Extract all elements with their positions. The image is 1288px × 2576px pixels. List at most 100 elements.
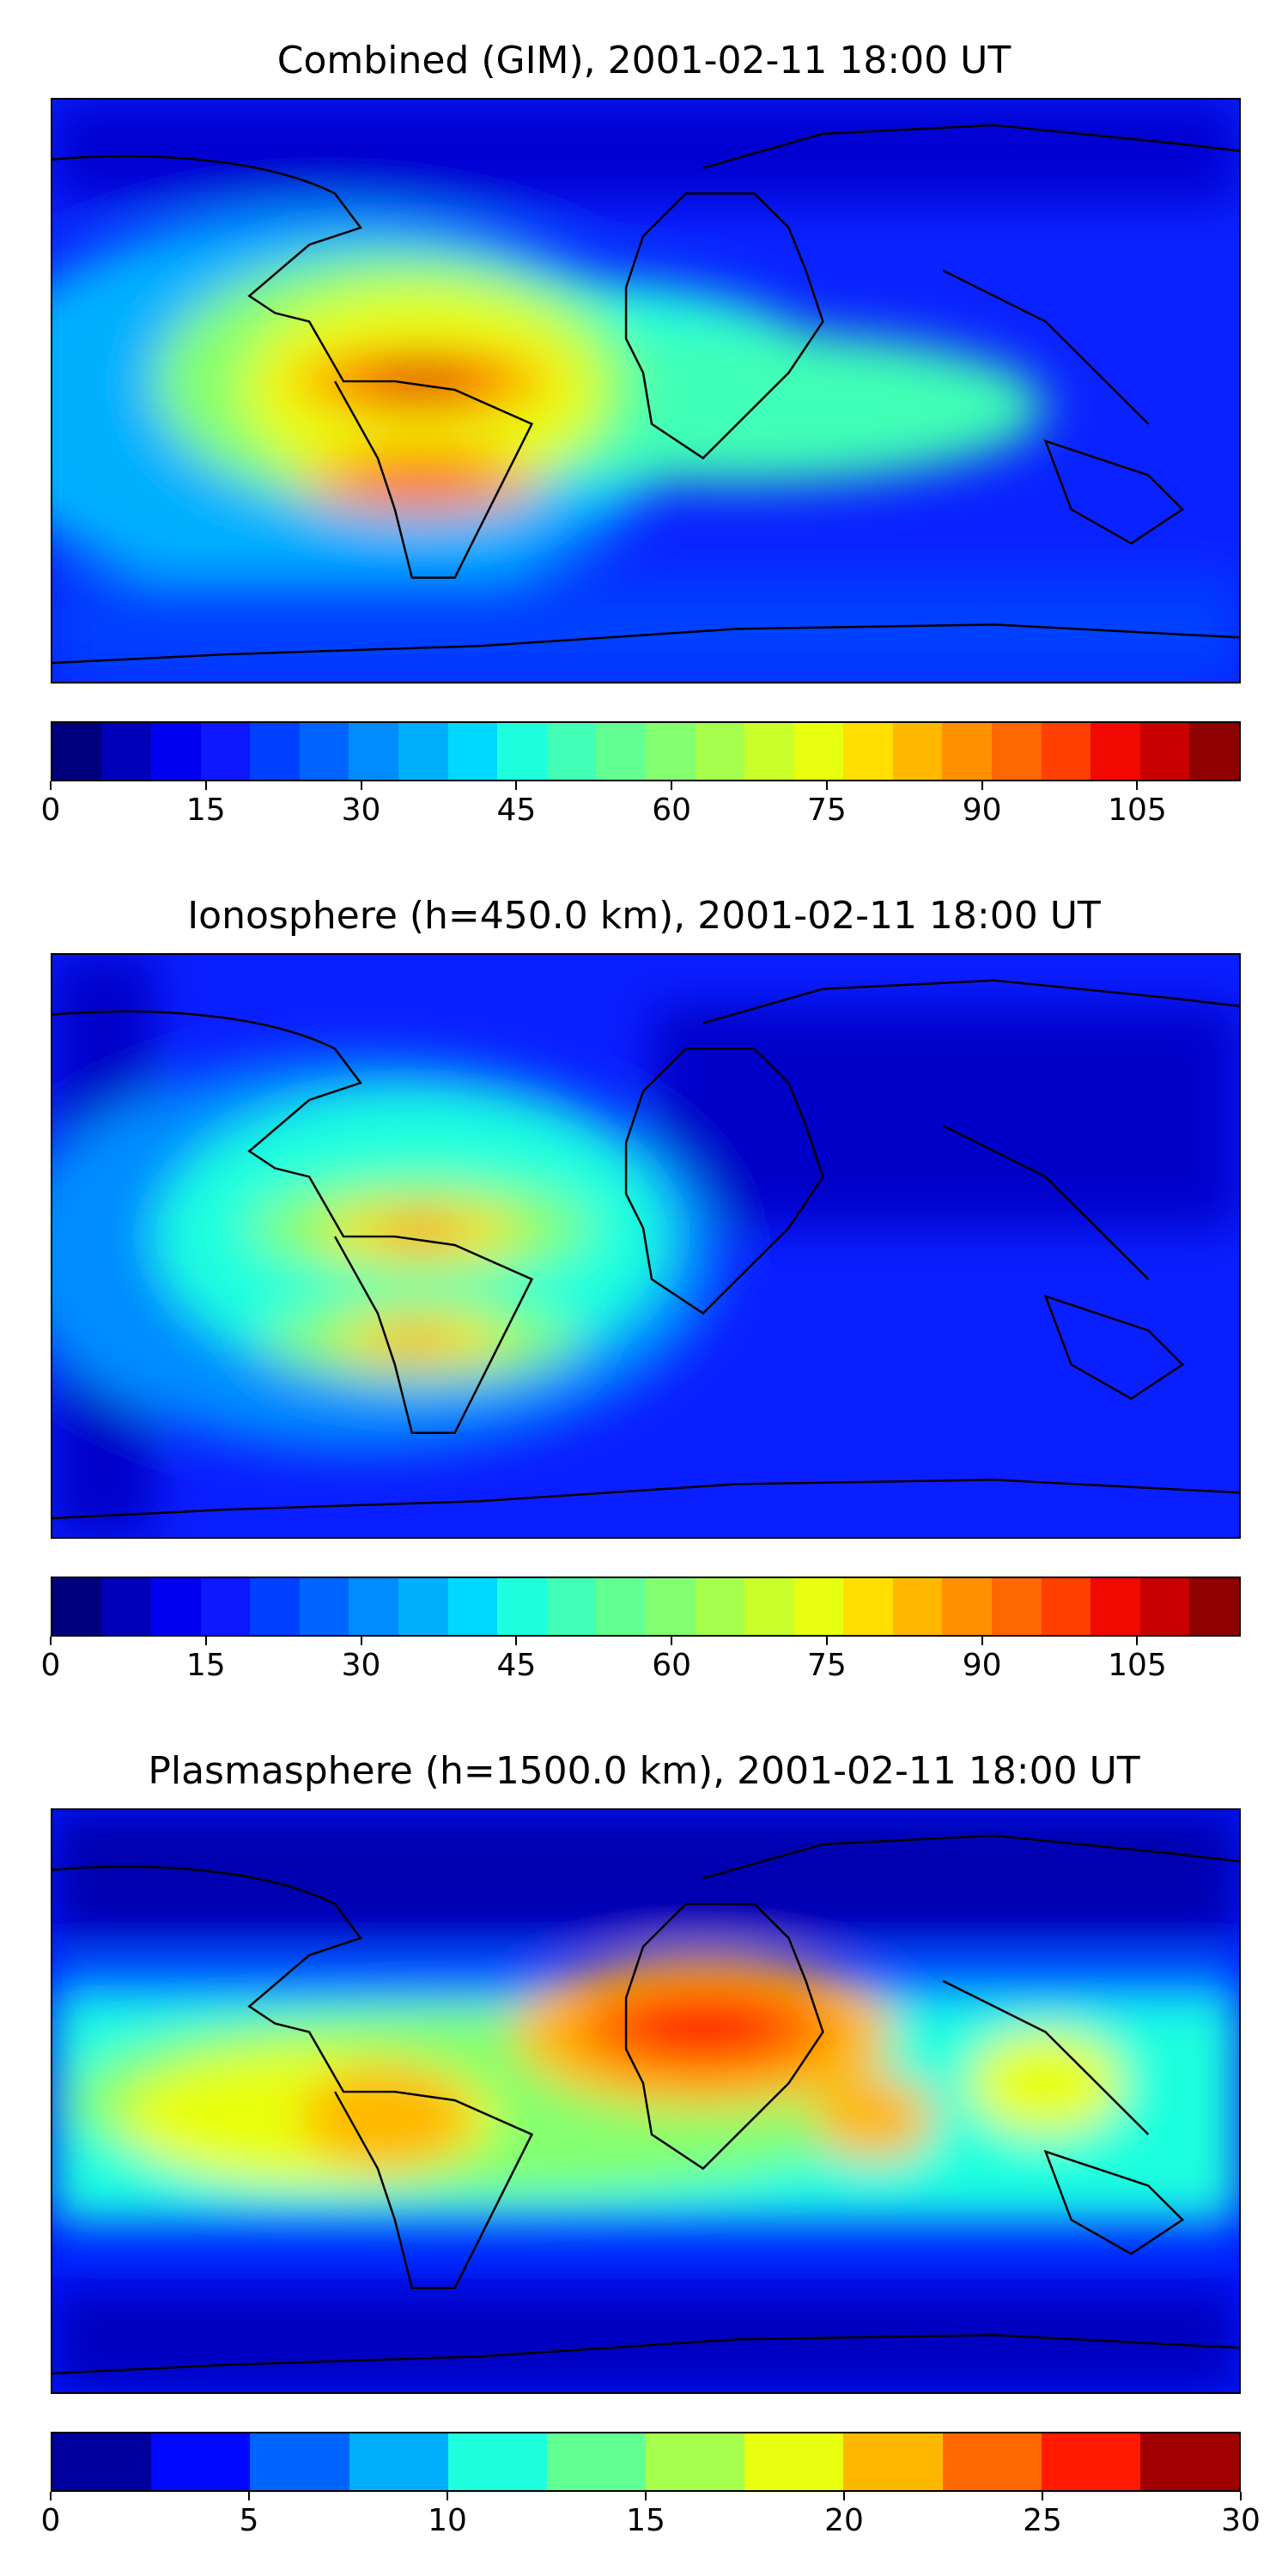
colorbar-segment (151, 1578, 201, 1635)
colorbar-segment (1091, 723, 1140, 780)
colorbar-segment (843, 2433, 943, 2490)
ionosphere-map-plot (52, 955, 1239, 1537)
colorbar-segment (1091, 1578, 1140, 1635)
colorbar-tick-label: 20 (824, 2503, 864, 2538)
colorbar-tick-label: 75 (807, 793, 847, 828)
colorbar-segment (843, 1578, 893, 1635)
colorbar-tick-label: 75 (807, 1648, 847, 1683)
colorbar-segment (349, 1578, 399, 1635)
colorbar-tick (825, 1637, 828, 1645)
colorbar-tick (515, 781, 518, 790)
colorbar-segment (200, 1578, 251, 1635)
colorbar-tick (825, 781, 828, 790)
colorbar-tick-label: 15 (185, 793, 226, 828)
colorbar-segment (645, 1578, 696, 1635)
colorbar-segment (398, 1578, 448, 1635)
colorbar-tick-label: 0 (40, 793, 61, 828)
colorbar (51, 1577, 1241, 1637)
colorbar-segment (793, 723, 844, 780)
colorbar-tick-label: 30 (1221, 2503, 1261, 2538)
colorbar-segment (151, 723, 201, 780)
colorbar-ticks: 0 5 10 15 20 25 30 (41, 2492, 1261, 2543)
colorbar-tick-label: 15 (185, 1648, 226, 1683)
coastlines (52, 1834, 1239, 2375)
colorbar-ticks: 0 15 30 45 60 75 90 105 (41, 781, 1241, 833)
colorbar-segment (793, 1578, 844, 1635)
colorbar-segment (1139, 1578, 1190, 1635)
combined-gim-map-plot (52, 100, 1239, 682)
map-title: Combined (GIM), 2001-02-11 18:00 UT (276, 39, 1012, 82)
colorbar-tick-label: 5 (239, 2503, 259, 2538)
colorbar-segment (646, 2433, 745, 2490)
colorbar-tick-label: 10 (428, 2503, 467, 2538)
colorbar-tick-label: 60 (652, 1648, 692, 1683)
colorbar-tick (671, 1637, 673, 1645)
colorbar-tick-label: 45 (496, 793, 537, 828)
colorbar-segment (151, 2433, 251, 2490)
colorbar-segment (250, 1578, 300, 1635)
colorbar-segment (942, 2433, 1042, 2490)
colorbar-segment (1041, 1578, 1091, 1635)
colorbar (51, 721, 1241, 781)
colorbar-tick-label: 30 (341, 793, 381, 828)
colorbar-segment (52, 1578, 102, 1635)
colorbar-tick (645, 2492, 647, 2500)
colorbar-tick (1240, 2492, 1242, 2500)
colorbar-segment (1041, 2433, 1140, 2490)
colorbar-segment (596, 1578, 646, 1635)
map-title: Ionosphere (h=450.0 km), 2001-02-11 18:0… (187, 894, 1101, 938)
colorbar-segment (1041, 723, 1091, 780)
colorbar-segment (52, 723, 102, 780)
colorbar-segment (299, 1578, 349, 1635)
colorbar-tick (1136, 1637, 1139, 1645)
colorbar-tick-label: 45 (496, 1648, 537, 1683)
colorbar-segment (200, 723, 251, 780)
colorbar-segment (695, 1578, 745, 1635)
colorbar-segment (546, 2433, 647, 2490)
colorbar-tick-label: 60 (652, 793, 692, 828)
colorbar-tick (981, 781, 983, 790)
colorbar-segment (52, 2433, 152, 2490)
colorbar-segment (596, 723, 646, 780)
colorbar-segment (447, 1578, 498, 1635)
colorbar-segment (101, 723, 152, 780)
colorbar-tick (843, 2492, 845, 2500)
colorbar-segment (1139, 723, 1190, 780)
plasmasphere-map (51, 1808, 1241, 2394)
plasmasphere-map-plot (52, 1810, 1239, 2392)
colorbar-segment (250, 723, 300, 780)
colorbar-segment (299, 723, 349, 780)
colorbar-tick-label: 25 (1023, 2503, 1062, 2538)
colorbar-segment (744, 723, 794, 780)
colorbar-segment (349, 2433, 448, 2490)
colorbar-tick (50, 2492, 52, 2500)
colorbar-segment (447, 2433, 547, 2490)
colorbar-tick-label: 0 (40, 2503, 61, 2538)
colorbar-segment (447, 723, 498, 780)
colorbar-tick (1042, 2492, 1043, 2500)
colorbar-segment (250, 2433, 349, 2490)
colorbar-tick (204, 1637, 207, 1645)
combined-gim-map (51, 98, 1241, 683)
colorbar-tick-label: 30 (341, 1648, 381, 1683)
colorbar-tick-label: 90 (962, 1648, 1002, 1683)
colorbar-tick (204, 781, 207, 790)
colorbar-tick (50, 1637, 52, 1645)
colorbar-tick-label: 105 (1108, 793, 1167, 828)
colorbar-tick (360, 781, 362, 790)
colorbar-segment (497, 1578, 547, 1635)
colorbar-segment (398, 723, 448, 780)
colorbar-tick (248, 2492, 250, 2500)
colorbar-segment (497, 723, 547, 780)
colorbar-tick-label: 15 (626, 2503, 665, 2538)
colorbar-tick (515, 1637, 518, 1645)
colorbar-tick (360, 1637, 362, 1645)
colorbar-segment (349, 723, 399, 780)
colorbar-segment (1139, 2433, 1240, 2490)
coastlines (52, 124, 1239, 665)
colorbar-segment (546, 723, 597, 780)
coastlines (52, 979, 1239, 1520)
colorbar-tick (671, 781, 673, 790)
colorbar-segment (744, 1578, 794, 1635)
colorbar-segment (645, 723, 696, 780)
